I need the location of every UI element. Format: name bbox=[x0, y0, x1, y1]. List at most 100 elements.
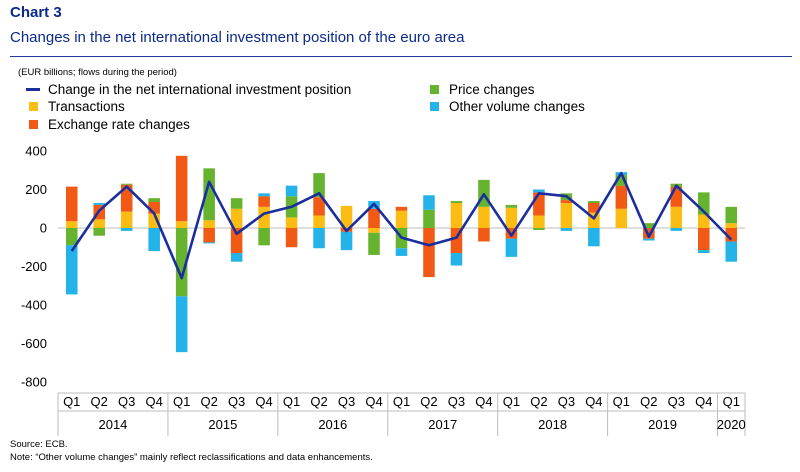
bar-other-volume bbox=[505, 238, 518, 257]
legend-label-net-position: Change in the net international investme… bbox=[48, 82, 352, 97]
bar-price bbox=[725, 206, 738, 224]
year-label: 2014 bbox=[98, 417, 127, 432]
x-tick-label: Q1 bbox=[503, 394, 520, 409]
x-tick-label: Q2 bbox=[200, 394, 217, 409]
bar-transactions bbox=[560, 202, 573, 228]
bar-transactions bbox=[203, 220, 215, 228]
x-tick-label: Q3 bbox=[448, 394, 465, 409]
x-tick-label: Q1 bbox=[63, 394, 80, 409]
bar-exchange-rate bbox=[533, 192, 545, 216]
x-tick-label: Q4 bbox=[365, 394, 382, 409]
bar-price bbox=[120, 183, 133, 185]
x-tick-label: Q4 bbox=[475, 394, 492, 409]
bar-exchange-rate bbox=[698, 228, 710, 251]
bar-other-volume bbox=[395, 248, 408, 256]
bar-other-volume bbox=[258, 193, 270, 197]
legend-item-other-volume: Other volume changes bbox=[430, 99, 585, 114]
year-label: 2020 bbox=[717, 417, 746, 432]
year-label: 2019 bbox=[648, 417, 677, 432]
bar-other-volume bbox=[670, 228, 683, 231]
bar-price bbox=[450, 201, 463, 203]
bar-other-volume bbox=[725, 241, 738, 262]
x-tick-label: Q3 bbox=[668, 394, 685, 409]
legend-swatch-exchange-rate bbox=[29, 120, 38, 129]
legend-item-price: Price changes bbox=[430, 82, 535, 97]
bar-exchange-rate bbox=[588, 202, 600, 213]
bar-transactions bbox=[258, 206, 270, 228]
x-tick-label: Q4 bbox=[255, 394, 272, 409]
x-tick-label: Q4 bbox=[695, 394, 712, 409]
bar-transactions bbox=[533, 215, 545, 228]
year-label: 2018 bbox=[538, 417, 567, 432]
bar-price bbox=[698, 192, 710, 215]
bar-exchange-rate bbox=[450, 228, 463, 254]
bar-transactions bbox=[368, 228, 380, 233]
bar-transactions bbox=[395, 210, 408, 228]
y-tick-label: 200 bbox=[25, 182, 47, 197]
bar-exchange-rate bbox=[560, 200, 573, 203]
bar-exchange-rate bbox=[258, 196, 270, 207]
y-tick-label: 0 bbox=[40, 221, 47, 236]
bar-other-volume bbox=[230, 253, 243, 262]
x-tick-label: Q1 bbox=[613, 394, 630, 409]
bar-other-volume bbox=[340, 231, 353, 251]
legend-swatch-other-volume bbox=[430, 102, 439, 111]
bar-transactions bbox=[670, 206, 683, 228]
x-tick-label: Q1 bbox=[723, 394, 740, 409]
legend-label-transactions: Transactions bbox=[48, 99, 125, 114]
bar-other-volume bbox=[698, 250, 710, 254]
bar-exchange-rate bbox=[148, 202, 160, 214]
year-label: 2017 bbox=[428, 417, 457, 432]
x-tick-label: Q4 bbox=[146, 394, 163, 409]
x-tick-label: Q1 bbox=[283, 394, 300, 409]
legend-swatch-transactions bbox=[29, 102, 38, 111]
y-tick-label: 400 bbox=[25, 144, 47, 159]
year-label: 2016 bbox=[318, 417, 347, 432]
bar-transactions bbox=[285, 217, 298, 228]
bar-transactions bbox=[230, 208, 243, 228]
bar-price bbox=[368, 232, 380, 255]
bar-transactions bbox=[505, 207, 518, 228]
chart-label: Chart 3 bbox=[10, 4, 62, 21]
x-tick-label: Q3 bbox=[558, 394, 575, 409]
x-tick-label: Q2 bbox=[420, 394, 437, 409]
bar-price bbox=[148, 198, 160, 203]
bar-exchange-rate bbox=[643, 228, 655, 239]
legend-label-price: Price changes bbox=[449, 82, 535, 97]
bar-exchange-rate bbox=[313, 197, 325, 216]
x-tick-label: Q4 bbox=[585, 394, 602, 409]
legend-item-net-position: Change in the net international investme… bbox=[26, 82, 351, 97]
bar-other-volume bbox=[313, 228, 325, 249]
x-tick-label: Q1 bbox=[173, 394, 190, 409]
bar-transactions bbox=[725, 223, 738, 228]
legend-swatch-net-position bbox=[26, 88, 40, 91]
bar-other-volume bbox=[533, 189, 545, 193]
bar-exchange-rate bbox=[65, 186, 78, 222]
legend-item-transactions: Transactions bbox=[29, 99, 125, 114]
bar-exchange-rate bbox=[478, 228, 490, 242]
y-tick-label: -200 bbox=[21, 259, 47, 274]
bar-transactions bbox=[478, 206, 490, 228]
bar-exchange-rate bbox=[285, 228, 298, 248]
bar-other-volume bbox=[203, 242, 215, 244]
legend-item-exchange-rate: Exchange rate changes bbox=[29, 117, 190, 132]
bar-price bbox=[615, 175, 628, 186]
bar-price bbox=[93, 228, 105, 236]
y-tick-label: -400 bbox=[21, 298, 47, 313]
y-tick-label: -600 bbox=[21, 336, 47, 351]
x-tick-label: Q2 bbox=[530, 394, 547, 409]
bar-transactions bbox=[175, 221, 188, 228]
title-rule bbox=[10, 56, 792, 57]
x-tick-label: Q2 bbox=[310, 394, 327, 409]
bar-exchange-rate bbox=[203, 228, 215, 243]
bar-exchange-rate bbox=[368, 208, 380, 228]
bar-price bbox=[203, 168, 215, 221]
bar-price bbox=[313, 173, 325, 198]
bar-transactions bbox=[698, 214, 710, 228]
bar-exchange-rate bbox=[423, 228, 435, 278]
bar-transactions bbox=[93, 219, 105, 228]
line-net-position bbox=[70, 171, 733, 280]
bar-exchange-rate bbox=[120, 184, 133, 212]
bar-other-volume bbox=[560, 228, 573, 231]
bar-other-volume bbox=[65, 245, 78, 295]
